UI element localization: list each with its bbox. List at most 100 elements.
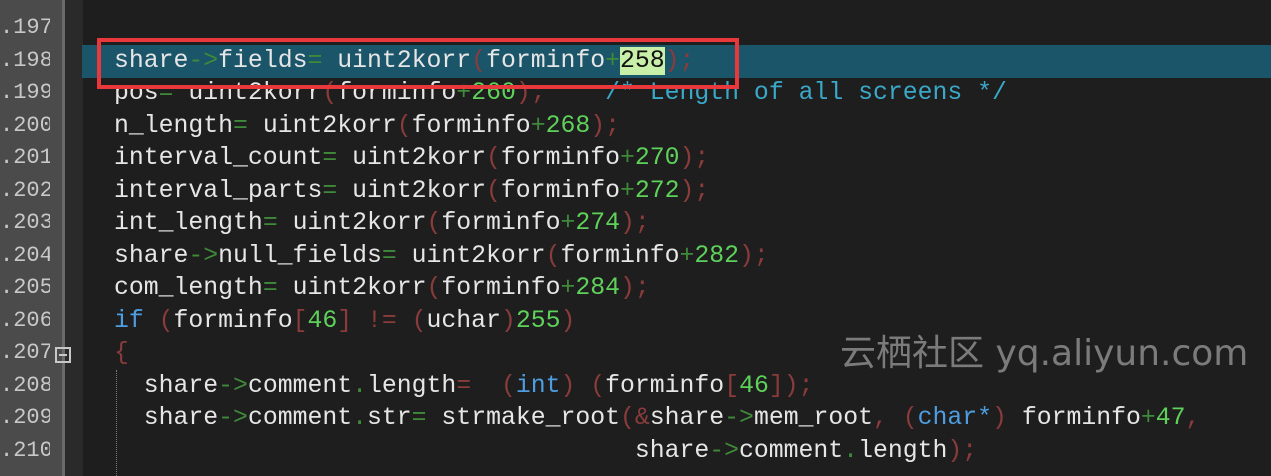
code-token: share [114,404,219,432]
line-number: .207 [0,340,50,365]
code-token: 260 [471,79,516,107]
code-line[interactable]: .198 share->fields= uint2korr(forminfo+25… [0,45,1271,78]
line-number: .199 [0,80,50,105]
code-token: , [1185,404,1201,432]
code-token: ( [426,209,442,237]
code-token: . [352,404,367,432]
code-token: ); [590,111,620,140]
code-token: n_length [114,111,234,140]
code-token: { [114,339,129,367]
code-line[interactable]: .206 if (forminfo[46] != (uchar)255) [0,305,1271,338]
code-token: = ( [456,371,516,400]
code-token: ( [486,176,501,205]
code-text: share->comment.str= strmake_root(&share-… [114,402,1201,434]
code-token: comment [739,436,844,465]
code-token: share [649,404,725,432]
code-token: ( [396,111,412,140]
code-line[interactable]: .204 share->null_fields= uint2korr(formin… [0,240,1271,273]
code-token: 47 [1155,404,1186,432]
line-number: .205 [0,275,50,300]
code-token: + [560,209,576,237]
code-token: uint2korr [247,111,397,140]
code-token: = [233,111,248,140]
code-line[interactable]: .208 share->comment.length= (int) (formi… [0,370,1271,403]
line-number: .204 [0,242,50,268]
code-token: 255 [515,306,561,335]
code-token: forminfo [560,241,680,270]
line-number: .210 [0,437,50,463]
code-token: share [114,436,710,465]
code-token: ); [947,436,978,465]
code-token: 46 [739,371,769,400]
code-line[interactable]: .201 interval_count= uint2korr(forminfo+2… [0,142,1271,175]
code-token: 274 [575,209,620,237]
code-line[interactable]: .207 { [0,337,1271,370]
code-token: -> [188,46,219,75]
code-line[interactable]: .210 share->comment.length); [0,435,1271,468]
code-token: = [262,274,278,302]
code-token: str [367,404,412,432]
code-token: ); [679,144,710,172]
code-line[interactable]: .209 share->comment.str= strmake_root(&s… [0,402,1271,435]
code-token: ( [486,144,501,172]
code-line[interactable]: .202 interval_parts= uint2korr(forminfo+2… [0,175,1271,208]
code-token: int_length [114,209,263,237]
code-token: forminfo [500,144,620,172]
code-token: + [605,46,620,75]
line-number: .209 [0,405,50,430]
code-token: 46 [307,306,338,335]
code-token: + [530,111,546,140]
code-token: strmake_root [426,404,620,432]
code-token: forminfo [441,209,561,237]
code-token: forminfo [337,79,457,107]
code-token: forminfo [173,306,293,335]
collapse-fold-icon[interactable] [55,347,71,363]
code-token: + [619,144,635,172]
line-number: .200 [0,112,50,138]
code-text: share->comment.length= (int) (forminfo[4… [114,370,814,402]
code-token: ( [426,274,442,302]
code-token: (& [620,404,650,432]
code-token: = [262,209,278,237]
code-token: /* Length of all screens */ [545,79,1007,107]
annotation-red-box [97,38,739,89]
code-text: if (forminfo[46] != (uchar)255) [114,305,575,337]
code-token: forminfo [605,371,725,400]
code-token: forminfo [500,176,620,205]
code-token: length [858,436,948,465]
code-token: 282 [694,241,740,270]
line-number: .197 [0,15,50,40]
current-line-highlight [82,45,1271,78]
code-token: 284 [575,274,620,302]
code-token: + [679,241,695,270]
code-text: int_length= uint2korr(forminfo+274); [114,207,650,239]
code-token: ); [620,274,650,302]
code-token: = [411,404,427,432]
code-text: interval_count= uint2korr(forminfo+270); [114,142,709,174]
line-number: .202 [0,177,50,203]
code-text: com_length= uint2korr(forminfo+284); [114,272,650,304]
code-token: interval_parts [114,176,323,205]
code-token: forminfo [486,46,606,75]
watermark: 云栖社区 yq.aliyun.com [840,333,1249,374]
code-token: null_fields [218,241,382,270]
code-token: share [114,371,219,400]
code-token: ) [560,306,576,335]
code-token: uint2korr [277,274,427,302]
code-token: uint2korr [322,46,472,75]
code-text: pos= uint2korr(forminfo+260); /* Length … [114,77,1007,109]
code-token: 270 [634,144,680,172]
code-text: share->comment.length); [114,435,977,467]
code-token: 268 [545,111,591,140]
code-line[interactable]: .205 com_length= uint2korr(forminfo+284); [0,272,1271,305]
code-line[interactable]: .197 [0,12,1271,45]
code-line[interactable]: .199 pos= uint2korr(forminfo+260); /* Len… [0,77,1271,110]
code-token: 258 [620,46,665,75]
code-token: share [114,241,189,270]
code-token: ); [679,176,710,205]
code-line[interactable]: .200 n_length= uint2korr(forminfo+268); [0,110,1271,143]
code-token: -> [188,241,219,270]
line-number: .208 [0,372,50,398]
code-token: ( [471,46,487,75]
code-line[interactable]: .203 int_length= uint2korr(forminfo+274); [0,207,1271,240]
